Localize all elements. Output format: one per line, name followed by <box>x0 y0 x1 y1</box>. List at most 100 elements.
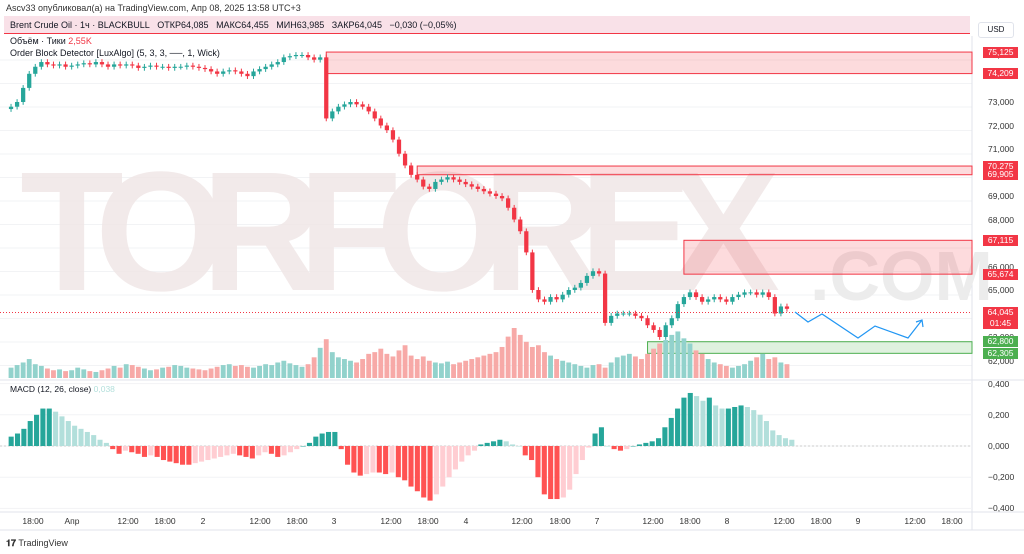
macd-histogram-bar <box>744 407 750 446</box>
macd-histogram-bar <box>706 397 712 446</box>
volume-bar <box>8 367 14 378</box>
candle-body <box>75 64 80 66</box>
candle-body <box>536 290 541 300</box>
macd-histogram-bar <box>351 446 357 473</box>
macd-histogram-bar <box>605 446 611 447</box>
volume-bar <box>784 364 790 378</box>
volume-bar <box>445 361 450 378</box>
volume-bar <box>742 364 747 378</box>
volume-bar <box>281 360 287 378</box>
volume-bar <box>26 359 32 378</box>
macd-histogram-bar <box>789 439 795 446</box>
volume-bar <box>499 346 505 378</box>
macd-histogram-bar <box>122 446 128 451</box>
volume-legend[interactable]: Объём · Тики 2,55K <box>10 36 92 46</box>
tradingview-logo[interactable]: 𝟏𝟕 TradingView <box>6 538 68 548</box>
macd-histogram-bar <box>414 446 420 492</box>
candle-body <box>584 275 590 283</box>
candle-body <box>402 153 408 166</box>
candle-body <box>275 62 280 65</box>
candle-body <box>530 252 535 290</box>
macd-histogram-bar <box>579 446 585 461</box>
macd-histogram-bar <box>586 446 592 448</box>
candle-body <box>287 56 293 58</box>
time-axis-label: 18:00 <box>549 516 571 526</box>
volume-bar <box>693 350 699 378</box>
candle-body <box>227 70 232 72</box>
macd-legend[interactable]: MACD (12, 26, close) 0,038 <box>10 384 115 394</box>
volume-bar <box>63 371 69 378</box>
volume-bar <box>772 357 778 378</box>
time-axis-label: 18:00 <box>679 516 701 526</box>
macd-axis-label: −0,400 <box>988 503 1015 514</box>
volume-bar <box>602 367 608 378</box>
volume-bar <box>360 359 366 378</box>
macd-histogram-bar <box>249 446 255 459</box>
time-axis-label: 18:00 <box>286 516 308 526</box>
candle-body <box>724 299 729 302</box>
macd-histogram-bar <box>192 446 198 464</box>
volume-bar <box>463 360 469 378</box>
macd-histogram-bar <box>160 446 167 461</box>
volume-bar <box>38 365 44 378</box>
close-value: ЗАКР64,045 <box>331 20 382 30</box>
candle-body <box>778 306 784 314</box>
currency-button[interactable]: USD <box>978 22 1014 38</box>
candle-body <box>772 297 777 314</box>
candle-body <box>160 66 165 68</box>
symbol-legend[interactable]: Brent Crude Oil · 1ч · BLACKBULL ОТКР64,… <box>10 20 462 30</box>
candle-body <box>718 297 723 300</box>
candle-body <box>366 106 371 112</box>
candle-body <box>421 179 426 187</box>
candle-body <box>39 62 44 67</box>
macd-histogram-bar <box>687 392 693 446</box>
volume-bar <box>93 371 99 378</box>
volume-bar <box>69 370 75 378</box>
macd-histogram-bar <box>598 427 604 446</box>
macd-histogram-bar <box>630 446 636 447</box>
candle-body <box>8 106 14 110</box>
candle-body <box>730 297 735 302</box>
volume-bar <box>372 352 378 378</box>
macd-histogram-bar <box>548 446 554 500</box>
candle-body <box>663 325 668 337</box>
candle-body <box>457 179 462 182</box>
macd-histogram-bar <box>408 446 414 487</box>
candle-body <box>336 106 341 112</box>
volume-bar <box>402 345 408 378</box>
macd-histogram-bar <box>725 408 731 446</box>
volume-bar <box>420 356 426 378</box>
volume-bar <box>572 364 578 378</box>
volume-bar <box>384 353 390 378</box>
volume-bar <box>736 365 741 378</box>
candle-body <box>124 64 129 66</box>
volume-bar <box>220 365 226 378</box>
time-axis-label: 3 <box>331 516 337 526</box>
volume-bar <box>596 364 602 378</box>
candle-body <box>233 70 238 72</box>
macd-histogram-bar <box>78 428 84 446</box>
volume-label: Объём · Тики <box>10 36 66 46</box>
macd-value: 0,038 <box>93 384 115 394</box>
volume-bar <box>111 365 117 378</box>
candle-body <box>312 57 317 60</box>
price-axis-label: 69,000 <box>988 191 1014 201</box>
symbol-name[interactable]: Brent Crude Oil · 1ч · BLACKBULL <box>10 20 150 30</box>
forecast-path <box>794 311 923 339</box>
volume-bar <box>305 364 311 378</box>
macd-histogram-bar <box>72 425 78 446</box>
volume-bar <box>457 362 463 378</box>
candle-body <box>190 65 196 67</box>
macd-histogram-bar <box>611 446 617 450</box>
volume-bar <box>20 362 26 378</box>
indicator-legend[interactable]: Order Block Detector [LuxAlgo] (5, 3, 3,… <box>10 48 220 58</box>
macd-histogram-bar <box>459 446 465 462</box>
macd-histogram-bar <box>256 446 262 456</box>
candle-body <box>166 66 171 68</box>
volume-bar <box>590 365 596 378</box>
candle-body <box>736 294 741 298</box>
candle-body <box>560 294 565 300</box>
candle-body <box>281 57 286 63</box>
volume-bar <box>475 357 481 378</box>
